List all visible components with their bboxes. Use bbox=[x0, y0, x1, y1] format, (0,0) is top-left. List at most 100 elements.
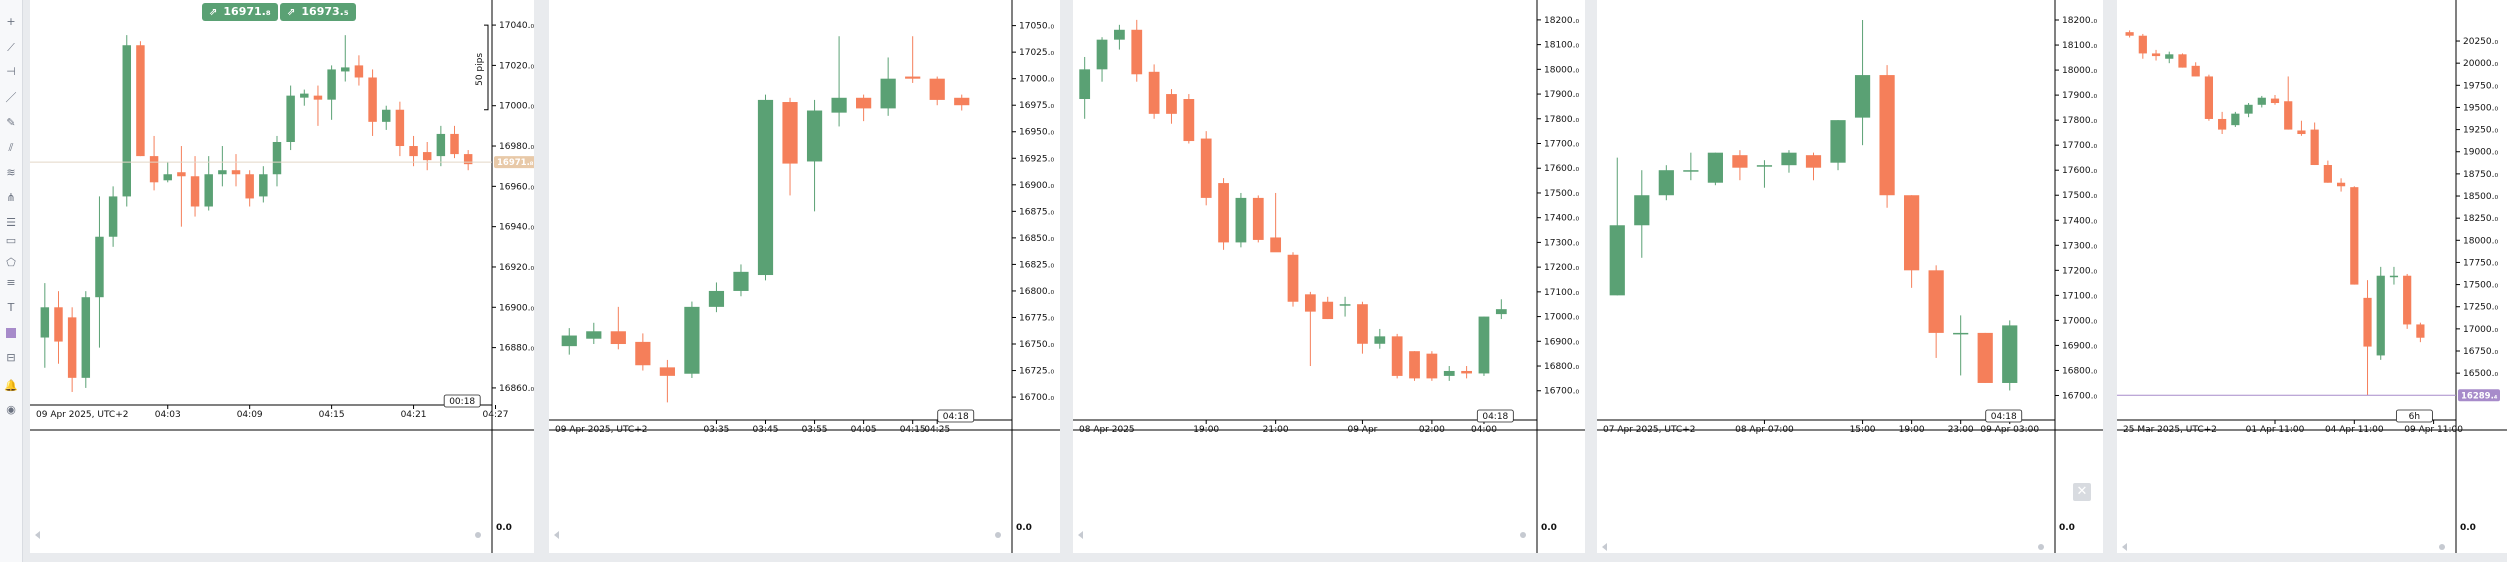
candle-body[interactable] bbox=[354, 65, 364, 78]
candle-body[interactable] bbox=[40, 307, 50, 338]
candle-body[interactable] bbox=[218, 170, 227, 175]
candle-body[interactable] bbox=[2336, 182, 2346, 187]
candle-body[interactable] bbox=[1114, 29, 1125, 40]
candle-body[interactable] bbox=[2297, 130, 2306, 135]
candle-body[interactable] bbox=[856, 97, 872, 109]
chart-panel-4[interactable]: ✕ 18200.₀ 18100.₀ 18000.₀ 17900.₀ 17800.₀ 177… bbox=[1597, 0, 2103, 553]
buy-price-pill[interactable]: ⇗ 16973.₅ bbox=[280, 3, 356, 21]
candle-body[interactable] bbox=[1781, 152, 1797, 166]
candle-body[interactable] bbox=[1830, 120, 1846, 163]
candlestick-chart-4[interactable]: 18200.₀ 18100.₀ 18000.₀ 17900.₀ 17800.₀ 17700… bbox=[1597, 0, 2103, 553]
candle-body[interactable] bbox=[1732, 155, 1748, 168]
candle-body[interactable] bbox=[733, 271, 749, 291]
candle-body[interactable] bbox=[272, 141, 282, 175]
candle-body[interactable] bbox=[327, 69, 336, 100]
candle-body[interactable] bbox=[2138, 35, 2147, 54]
ray-icon[interactable]: ／ bbox=[5, 91, 17, 104]
candle-body[interactable] bbox=[684, 306, 700, 374]
fibonacci-icon[interactable]: ≋ bbox=[6, 166, 16, 179]
scroll-left-icon[interactable] bbox=[35, 531, 40, 539]
candle-body[interactable] bbox=[1977, 332, 1993, 383]
candle-body[interactable] bbox=[382, 109, 391, 122]
candle-body[interactable] bbox=[54, 307, 63, 342]
candle-body[interactable] bbox=[2151, 53, 2161, 57]
candle-body[interactable] bbox=[1235, 197, 1247, 243]
candle-body[interactable] bbox=[586, 331, 602, 339]
scroll-left-icon[interactable] bbox=[1078, 531, 1083, 539]
candlestick-chart-5[interactable]: 20250.₀ 20000.₀ 19750.₀ 19500.₀ 19250.₀ 19000… bbox=[2117, 0, 2507, 553]
ruler-icon[interactable]: ⊟ bbox=[6, 351, 16, 364]
candle-body[interactable] bbox=[81, 297, 91, 378]
candle-body[interactable] bbox=[122, 45, 131, 197]
crosshair-icon[interactable]: + bbox=[6, 15, 16, 28]
candle-body[interactable] bbox=[2310, 129, 2319, 166]
scroll-left-icon[interactable] bbox=[1602, 543, 1607, 551]
candle-body[interactable] bbox=[2376, 275, 2385, 356]
chart-panel-3[interactable]: 18200.₀ 18100.₀ 18000.₀ 17900.₀ 17800.₀ 17700… bbox=[1073, 0, 1585, 553]
candle-body[interactable] bbox=[422, 152, 432, 161]
candle-body[interactable] bbox=[2416, 324, 2425, 338]
candle-body[interactable] bbox=[190, 176, 200, 207]
candle-body[interactable] bbox=[463, 154, 473, 165]
candle-body[interactable] bbox=[1374, 336, 1386, 344]
candle-body[interactable] bbox=[954, 97, 970, 106]
candle-body[interactable] bbox=[2218, 118, 2227, 130]
candle-body[interactable] bbox=[1953, 332, 1969, 335]
candle-body[interactable] bbox=[163, 174, 172, 181]
candle-body[interactable] bbox=[1148, 71, 1160, 114]
candle-body[interactable] bbox=[659, 367, 675, 376]
text-icon[interactable]: T bbox=[7, 301, 15, 314]
candle-body[interactable] bbox=[1904, 195, 1920, 271]
scroll-left-icon[interactable] bbox=[2122, 543, 2127, 551]
candle-body[interactable] bbox=[1478, 316, 1490, 374]
chart-panel-2[interactable]: 17050.₀ 17025.₀ 17000.₀ 16975.₀ 16950.₀ 16925… bbox=[549, 0, 1060, 553]
candle-body[interactable] bbox=[1461, 370, 1472, 374]
rectangle-icon[interactable]: ▭ bbox=[5, 234, 17, 247]
scroll-right-icon[interactable] bbox=[1520, 532, 1526, 538]
candle-body[interactable] bbox=[1096, 39, 1108, 70]
candle-body[interactable] bbox=[231, 170, 241, 175]
color-swatch-icon[interactable] bbox=[3, 325, 19, 341]
candlestick-chart-3[interactable]: 18200.₀ 18100.₀ 18000.₀ 17900.₀ 17800.₀ 17700… bbox=[1073, 0, 1585, 553]
candle-body[interactable] bbox=[300, 93, 309, 98]
candlestick-chart-2[interactable]: 17050.₀ 17025.₀ 17000.₀ 16975.₀ 16950.₀ 16925… bbox=[549, 0, 1060, 553]
candle-body[interactable] bbox=[1658, 170, 1674, 196]
candle-body[interactable] bbox=[1609, 225, 1625, 296]
candle-body[interactable] bbox=[1495, 309, 1507, 315]
candle-body[interactable] bbox=[67, 317, 77, 378]
candle-body[interactable] bbox=[1391, 336, 1403, 376]
candle-body[interactable] bbox=[368, 77, 377, 122]
candle-body[interactable] bbox=[1634, 195, 1650, 226]
scroll-right-icon[interactable] bbox=[2439, 544, 2445, 550]
candle-body[interactable] bbox=[1200, 138, 1212, 198]
candle-body[interactable] bbox=[2244, 104, 2253, 114]
candle-body[interactable] bbox=[1683, 170, 1699, 172]
candle-body[interactable] bbox=[1854, 75, 1871, 118]
candlestick-chart-1[interactable]: 17040.₀ 17020.₀ 17000.₀ 16980.₀ 16960.₀ 16940… bbox=[30, 0, 534, 553]
scroll-right-icon[interactable] bbox=[475, 532, 481, 538]
candle-body[interactable] bbox=[2125, 32, 2134, 36]
candle-body[interactable] bbox=[929, 78, 945, 100]
chart-panel-5[interactable]: 20250.₀ 20000.₀ 19750.₀ 19500.₀ 19250.₀ 19000… bbox=[2117, 0, 2507, 553]
candle-body[interactable] bbox=[2323, 165, 2332, 183]
close-panel-button[interactable]: ✕ bbox=[2073, 483, 2091, 501]
channel-icon[interactable]: ⫽ bbox=[8, 141, 14, 154]
candle-body[interactable] bbox=[2178, 54, 2187, 68]
candle-body[interactable] bbox=[2363, 297, 2372, 347]
candle-body[interactable] bbox=[782, 102, 798, 164]
candle-body[interactable] bbox=[1707, 152, 1723, 183]
candle-body[interactable] bbox=[1928, 270, 1944, 333]
candle-body[interactable] bbox=[1131, 29, 1143, 75]
candle-body[interactable] bbox=[1339, 304, 1351, 306]
candle-body[interactable] bbox=[409, 146, 418, 157]
candle-body[interactable] bbox=[149, 156, 159, 183]
candle-body[interactable] bbox=[2284, 101, 2293, 130]
candle-body[interactable] bbox=[450, 133, 459, 155]
candle-body[interactable] bbox=[2350, 187, 2359, 285]
candle-body[interactable] bbox=[2257, 97, 2266, 105]
candle-body[interactable] bbox=[561, 335, 577, 347]
sell-price-pill[interactable]: ⇗ 16971.₈ bbox=[202, 3, 278, 21]
alert-bell-icon[interactable]: 🔔 bbox=[4, 379, 18, 392]
candle-body[interactable] bbox=[286, 95, 295, 142]
candle-body[interactable] bbox=[806, 110, 823, 162]
